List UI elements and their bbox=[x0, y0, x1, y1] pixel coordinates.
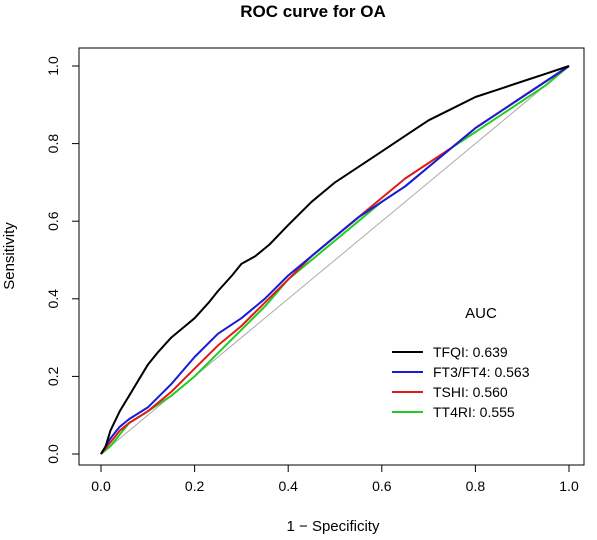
y-tick-label: 1.0 bbox=[45, 56, 61, 76]
legend-entry-0: TFQI: 0.639 bbox=[433, 344, 508, 360]
y-tick-label: 0.2 bbox=[45, 366, 61, 386]
x-axis: 0.0 0.2 0.4 0.6 0.8 1.0 bbox=[91, 464, 579, 494]
y-axis: 0.0 0.2 0.4 0.6 0.8 1.0 bbox=[45, 56, 80, 464]
x-tick-label: 0.6 bbox=[372, 478, 392, 494]
series-layer bbox=[100, 65, 570, 455]
chart-title: ROC curve for OA bbox=[240, 2, 385, 21]
legend: AUC TFQI: 0.639 FT3/FT4: 0.563 TSHI: 0.560… bbox=[392, 305, 530, 420]
y-tick-label: 0.0 bbox=[45, 444, 61, 464]
x-tick-label: 0.0 bbox=[91, 478, 111, 494]
x-tick-label: 1.0 bbox=[559, 478, 579, 494]
x-tick-label: 0.8 bbox=[466, 478, 486, 494]
legend-entry-1: FT3/FT4: 0.563 bbox=[433, 364, 530, 380]
y-tick-label: 0.6 bbox=[45, 211, 61, 231]
x-tick-label: 0.2 bbox=[185, 478, 205, 494]
x-tick-label: 0.4 bbox=[278, 478, 298, 494]
y-tick-label: 0.4 bbox=[45, 289, 61, 309]
legend-entry-3: TT4RI: 0.555 bbox=[433, 404, 515, 420]
series-line-1 bbox=[100, 65, 570, 455]
y-tick-label: 0.8 bbox=[45, 134, 61, 154]
x-axis-label: 1 − Specificity bbox=[287, 518, 380, 535]
y-axis-label: Sensitivity bbox=[1, 222, 18, 290]
series-line-0 bbox=[100, 65, 570, 455]
legend-title: AUC bbox=[465, 305, 497, 322]
legend-entry-2: TSHI: 0.560 bbox=[433, 384, 508, 400]
